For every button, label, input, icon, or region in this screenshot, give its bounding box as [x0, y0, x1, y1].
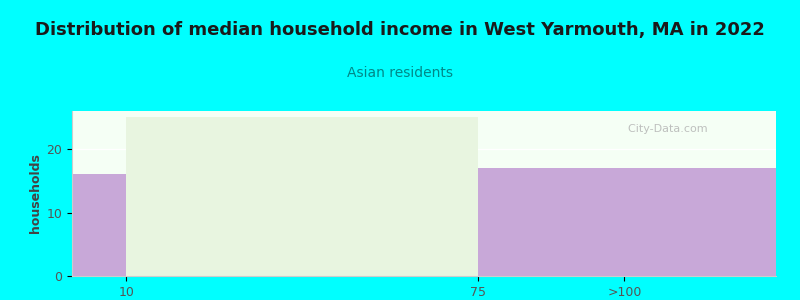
Bar: [72, 175, 126, 276]
Bar: [478, 168, 776, 276]
Bar: [126, 117, 478, 276]
Y-axis label: households: households: [30, 154, 42, 233]
Text: Distribution of median household income in West Yarmouth, MA in 2022: Distribution of median household income …: [35, 21, 765, 39]
Text: City-Data.com: City-Data.com: [621, 124, 708, 134]
Text: Asian residents: Asian residents: [347, 66, 453, 80]
